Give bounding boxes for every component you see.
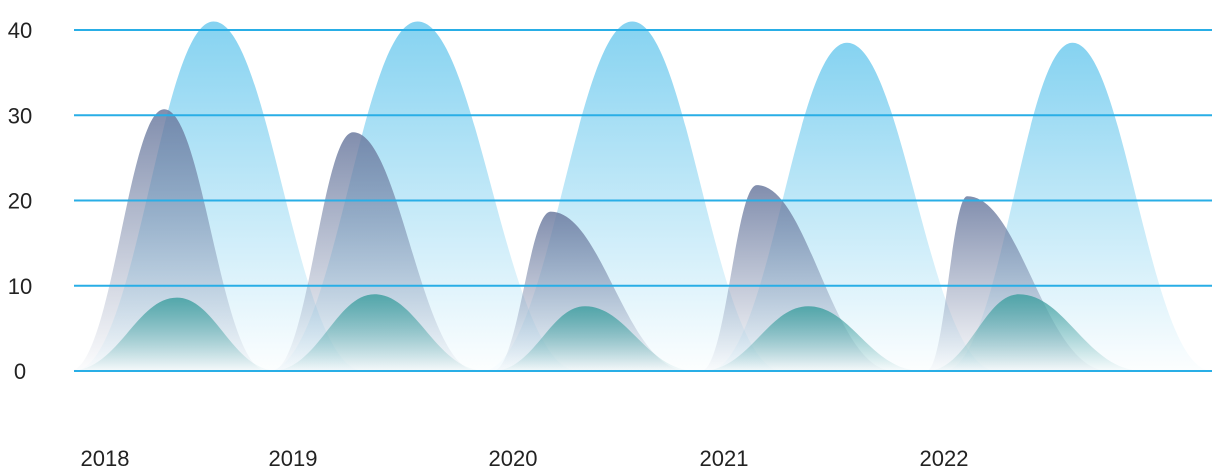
series-2-peak-5 [926, 196, 1109, 371]
series-2-peak-4 [700, 185, 895, 371]
x-tick-label: 2020 [489, 446, 538, 469]
series-3-peak-3 [492, 306, 697, 371]
series-3-peak-1 [69, 297, 278, 371]
y-axis-ticks: 0 10 20 30 40 [8, 18, 32, 384]
series-2-peak-2 [271, 132, 478, 371]
series-2-peak-1 [69, 109, 268, 371]
grid-layer [74, 29, 1212, 372]
y-tick-label: 30 [8, 103, 32, 128]
x-tick-label: 2019 [269, 446, 318, 469]
series-layer [69, 21, 1212, 371]
series-3-peak-2 [271, 294, 487, 371]
y-tick-label: 0 [14, 359, 26, 384]
y-tick-label: 40 [8, 18, 32, 43]
series-3-peak-5 [926, 294, 1144, 371]
x-tick-label: 2021 [700, 446, 749, 469]
series-2-peak-3 [492, 211, 689, 371]
y-tick-label: 20 [8, 189, 32, 214]
y-tick-label: 10 [8, 274, 32, 299]
x-tick-label: 2022 [920, 446, 969, 469]
x-axis-ticks: 2018 2019 2020 2021 2022 [81, 446, 969, 469]
x-tick-label: 2018 [81, 446, 130, 469]
series-3-peak-4 [700, 306, 923, 371]
